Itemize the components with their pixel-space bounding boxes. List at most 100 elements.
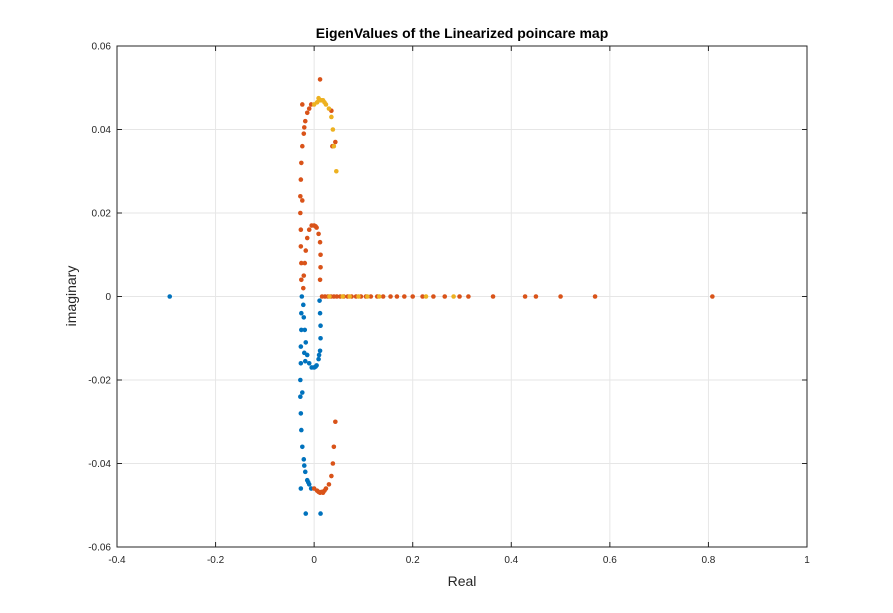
x-tick-label: 0.4: [504, 555, 518, 566]
data-point: [311, 486, 317, 491]
data-point: [322, 488, 327, 493]
data-point: [457, 294, 462, 299]
y-axis-label: imaginary: [63, 266, 79, 327]
data-point: [301, 350, 307, 356]
data-point: [365, 294, 370, 299]
data-point: [318, 252, 323, 258]
chart-title: EigenValues of the Linearized poincare m…: [316, 25, 609, 41]
data-point: [301, 315, 307, 320]
data-point: [330, 461, 336, 466]
x-tick-label: 0.6: [603, 555, 617, 566]
data-point: [317, 298, 322, 303]
data-point: [318, 511, 323, 516]
series-1: [167, 294, 323, 516]
data-point: [331, 143, 337, 149]
data-point: [431, 294, 436, 299]
x-tick-label: 0.8: [701, 555, 715, 566]
data-point: [298, 177, 304, 182]
data-point: [316, 356, 321, 362]
data-point: [317, 77, 323, 82]
data-point: [298, 210, 303, 216]
data-point: [533, 294, 539, 299]
x-tick-label: 1: [804, 555, 810, 566]
data-point: [299, 310, 304, 316]
data-point: [316, 352, 322, 358]
data-point: [300, 198, 305, 203]
data-point: [299, 277, 304, 283]
y-tick-label: 0.04: [92, 125, 112, 136]
data-point: [327, 294, 332, 299]
data-point: [326, 106, 332, 111]
data-point: [316, 231, 321, 237]
x-axis-label: Real: [448, 573, 477, 589]
data-point: [420, 294, 425, 299]
series-3: [311, 95, 456, 299]
y-tick-label: 0.02: [92, 209, 112, 220]
data-point: [490, 294, 496, 299]
data-point: [302, 358, 308, 364]
data-point: [592, 294, 598, 299]
data-point: [402, 294, 407, 299]
data-point: [298, 344, 304, 349]
data-point: [317, 310, 323, 316]
data-point: [376, 294, 382, 299]
data-point: [558, 294, 563, 299]
data-point: [300, 143, 305, 149]
data-point: [304, 110, 310, 116]
data-point: [410, 294, 416, 299]
data-point: [301, 457, 307, 462]
data-point: [313, 224, 318, 229]
data-point: [299, 260, 304, 266]
data-point: [451, 294, 456, 299]
data-point: [304, 235, 310, 241]
x-tick-label: 0.2: [406, 555, 420, 566]
data-point: [347, 294, 352, 299]
y-tick-label: -0.04: [88, 459, 111, 470]
data-point: [301, 273, 307, 278]
data-point: [334, 168, 339, 174]
y-tick-label: -0.02: [88, 376, 111, 387]
data-point: [300, 390, 305, 395]
data-point: [313, 364, 318, 369]
data-point: [319, 294, 325, 299]
data-point: [388, 294, 393, 299]
x-tick-label: -0.4: [108, 555, 126, 566]
data-point: [303, 340, 309, 345]
data-point: [394, 294, 400, 299]
data-point: [318, 323, 323, 329]
data-point: [442, 294, 448, 299]
data-point: [306, 361, 312, 366]
data-point: [300, 102, 305, 107]
data-point: [368, 294, 374, 299]
data-point: [299, 294, 305, 299]
data-point: [322, 100, 327, 105]
x-tick-label: -0.2: [207, 555, 225, 566]
data-point: [298, 394, 303, 400]
data-point: [301, 285, 306, 291]
data-point: [466, 294, 471, 299]
data-point: [301, 125, 307, 130]
data-point: [306, 106, 312, 111]
data-point: [317, 348, 323, 354]
data-point: [326, 482, 332, 487]
data-point: [302, 469, 308, 475]
data-point: [299, 427, 304, 433]
data-point: [333, 419, 338, 425]
y-tick-label: 0: [105, 292, 111, 303]
data-point: [298, 486, 304, 491]
y-tick-label: -0.06: [88, 543, 111, 554]
data-point: [301, 463, 307, 468]
data-point: [380, 294, 386, 299]
data-point: [710, 294, 715, 299]
data-point: [331, 444, 337, 450]
data-point: [356, 294, 361, 299]
data-point: [329, 114, 334, 120]
data-point: [302, 327, 308, 333]
data-point: [299, 327, 304, 333]
data-point: [298, 244, 304, 249]
data-point: [329, 473, 334, 479]
data-point: [300, 444, 305, 450]
data-point: [301, 302, 306, 308]
data-point: [302, 260, 308, 266]
